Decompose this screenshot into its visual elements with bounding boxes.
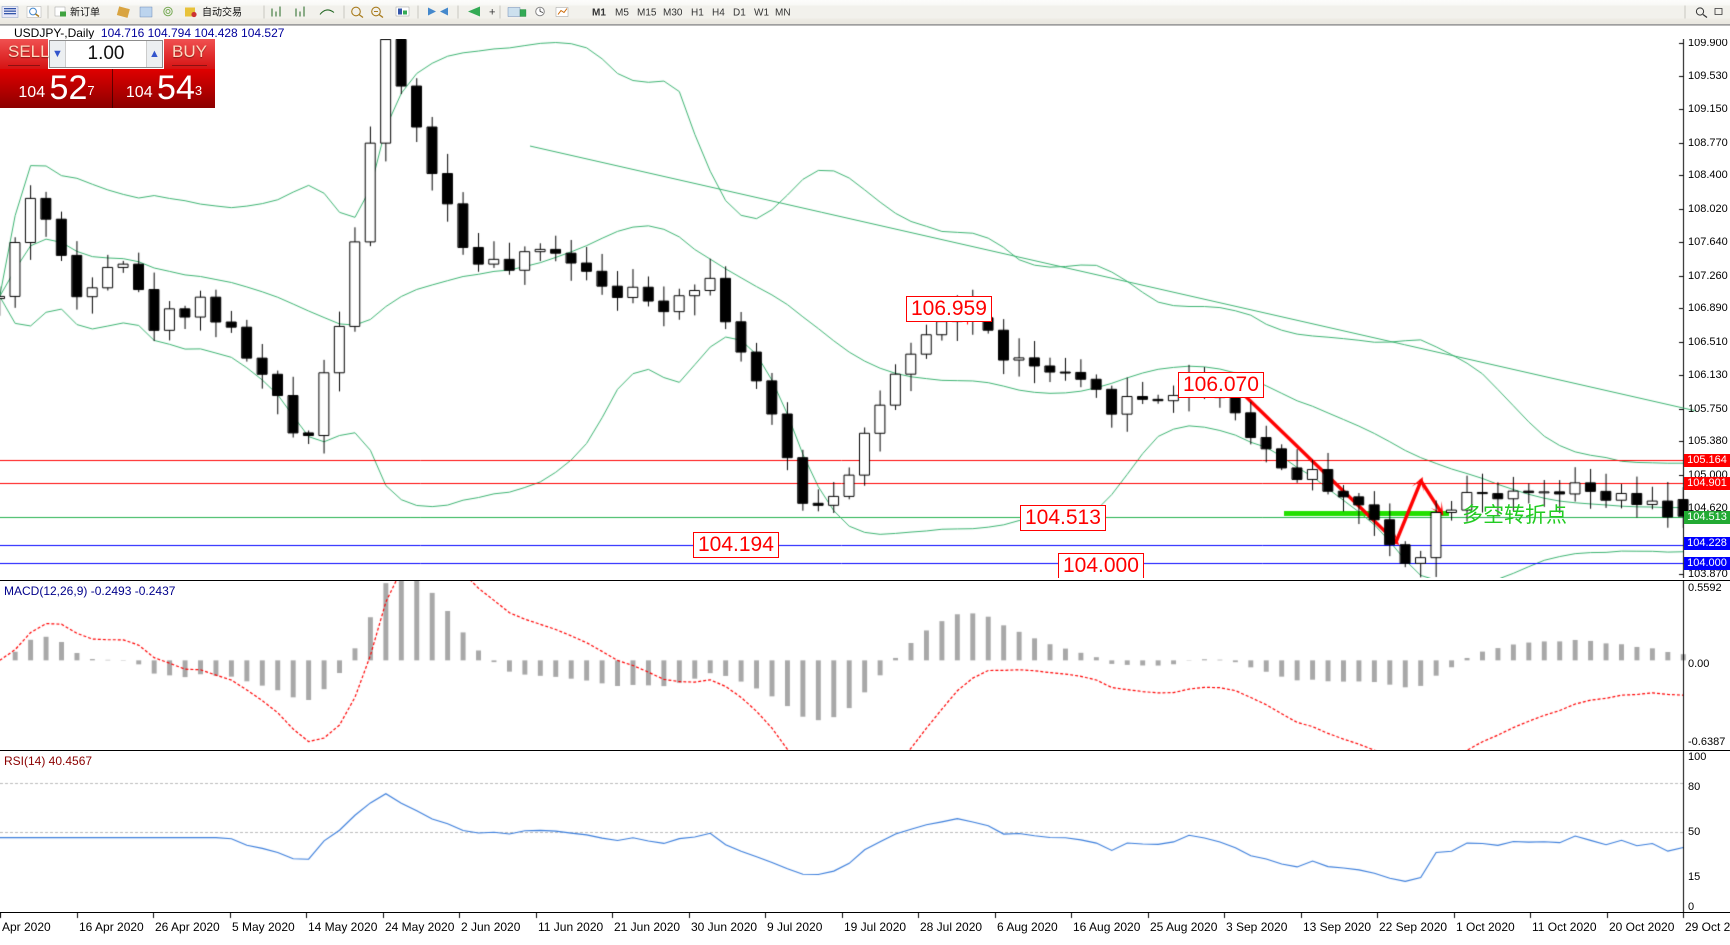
svg-text:M15: M15 — [637, 8, 657, 19]
svg-text:M30: M30 — [663, 8, 683, 19]
svg-text:+: + — [489, 7, 495, 19]
svg-text:H4: H4 — [712, 8, 725, 19]
svg-text:H1: H1 — [691, 8, 704, 19]
svg-text:D1: D1 — [733, 8, 746, 19]
svg-text:新订单: 新订单 — [70, 6, 100, 19]
svg-text:M5: M5 — [615, 8, 629, 19]
svg-text:自动交易: 自动交易 — [202, 6, 242, 19]
svg-text:W1: W1 — [754, 8, 769, 19]
svg-text:M1: M1 — [592, 8, 606, 19]
svg-text:MN: MN — [775, 8, 791, 19]
